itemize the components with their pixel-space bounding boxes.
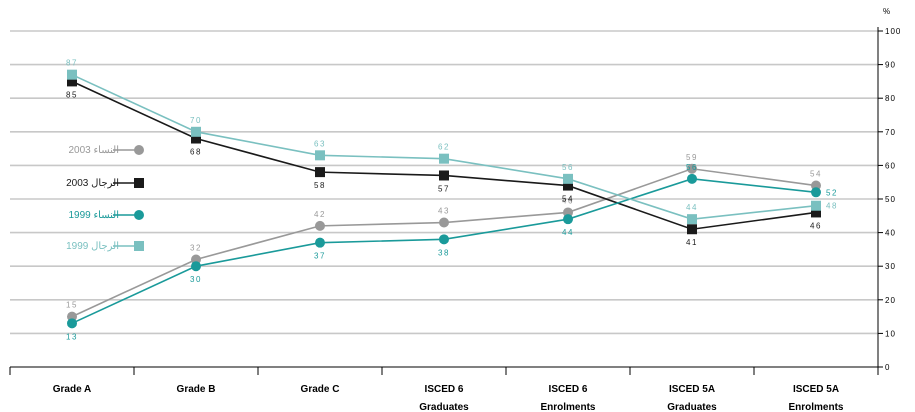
data-point [439, 153, 449, 164]
data-label: 68 [190, 148, 202, 157]
data-point [315, 167, 325, 178]
data-label: 70 [190, 116, 202, 125]
data-point [811, 187, 821, 198]
data-label: 52 [826, 188, 838, 197]
data-point [811, 207, 821, 218]
data-label: 32 [190, 243, 202, 252]
data-label: 37 [314, 252, 326, 261]
y-tick-label-40: 40 [885, 229, 896, 238]
data-label: 13 [66, 332, 78, 341]
y-tick-label-60: 60 [885, 161, 896, 170]
legend-label: النساء 2003 [68, 145, 119, 156]
data-point [687, 173, 697, 184]
data-label: 15 [66, 301, 78, 310]
legend-swatch-marker-2 [134, 210, 144, 220]
data-label: 87 [66, 59, 78, 68]
data-label: 58 [314, 181, 326, 190]
data-point [439, 217, 449, 228]
data-label: 43 [438, 207, 450, 216]
x-category-label: Graduates [667, 402, 717, 412]
x-category-label: Grade C [301, 384, 340, 395]
y-tick-label-100: 100 [885, 27, 901, 36]
y-tick-label-70: 70 [885, 128, 896, 137]
data-point [687, 163, 697, 174]
series-3: 87 70 63 62 56 44 48 [66, 59, 838, 225]
data-label: 44 [562, 228, 574, 237]
data-point [439, 234, 449, 245]
x-category-label: Grade B [177, 384, 216, 395]
data-label: 41 [686, 238, 698, 247]
series-2: 13 30 37 38 44 56 52 [66, 163, 838, 341]
gridlines [10, 30, 878, 335]
series-0: 15 32 42 43 46 59 54 [66, 153, 822, 322]
x-category-label: ISCED 5A [669, 384, 715, 395]
data-point [563, 214, 573, 225]
x-category-label: Graduates [419, 402, 469, 412]
data-point [439, 170, 449, 181]
y-tick-label-10: 10 [885, 329, 896, 338]
data-point [563, 180, 573, 191]
y-tick-label-30: 30 [885, 262, 896, 271]
data-point [191, 126, 201, 137]
x-category-label: ISCED 5A [793, 384, 839, 395]
data-label: 46 [562, 196, 574, 205]
data-label: 59 [686, 153, 698, 162]
data-label: 56 [686, 163, 698, 172]
data-point [811, 200, 821, 211]
data-point [191, 133, 201, 144]
data-point [67, 318, 77, 329]
data-point [315, 237, 325, 248]
x-category-label: Enrolments [540, 402, 595, 412]
data-label: 62 [438, 143, 450, 152]
data-label: 57 [438, 184, 450, 193]
data-point [315, 150, 325, 161]
data-label: 54 [562, 195, 574, 204]
y-tick-label-90: 90 [885, 61, 896, 70]
legend-label: النساء 1999 [68, 210, 119, 221]
x-category-label: Enrolments [788, 402, 843, 412]
data-label: 30 [190, 275, 202, 284]
series-1: 85 68 58 57 54 41 46 [66, 76, 822, 247]
data-point [563, 173, 573, 184]
data-label: 63 [314, 139, 326, 148]
legend-label: الرجال 2003 [66, 178, 119, 189]
y-tick-label-50: 50 [885, 195, 896, 204]
data-label: 85 [66, 90, 78, 99]
data-label: 48 [826, 202, 838, 211]
data-point [687, 224, 697, 235]
legend-swatch-marker-3 [134, 241, 144, 251]
y-axis-unit: % [883, 7, 891, 16]
y-tick-label-0: 0 [885, 363, 890, 372]
data-point [315, 220, 325, 231]
legend: النساء 2003 الرجال 2003 النساء 1999 الرجال … [66, 145, 144, 252]
legend-swatch-marker-0 [134, 145, 144, 155]
y-tick-label-20: 20 [885, 296, 896, 305]
legend-swatch-marker-1 [134, 178, 144, 188]
data-point [687, 214, 697, 225]
data-label: 56 [562, 163, 574, 172]
x-category-label: ISCED 6 [549, 384, 588, 395]
x-category-label: Grade A [53, 384, 92, 395]
data-point [67, 69, 77, 80]
data-point [191, 261, 201, 272]
y-tick-label-80: 80 [885, 94, 896, 103]
data-label: 42 [314, 210, 326, 219]
x-category-label: ISCED 6 [425, 384, 464, 395]
legend-label: الرجال 1999 [66, 241, 119, 252]
data-label: 38 [438, 248, 450, 257]
data-label: 44 [686, 203, 698, 212]
data-label: 46 [810, 221, 822, 230]
data-label: 54 [810, 170, 822, 179]
data-point [67, 76, 77, 87]
